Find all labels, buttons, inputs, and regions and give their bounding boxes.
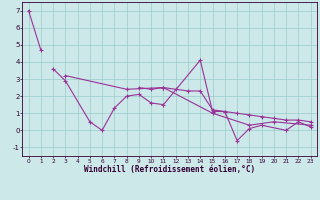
X-axis label: Windchill (Refroidissement éolien,°C): Windchill (Refroidissement éolien,°C) bbox=[84, 165, 255, 174]
